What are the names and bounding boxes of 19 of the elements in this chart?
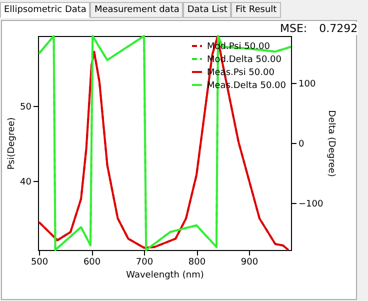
x-tick-label: 500 <box>30 258 48 268</box>
y-tick-label: 40 <box>20 177 32 188</box>
text: Ellipsometric Data <box>0 2 90 18</box>
text: Measurement data <box>90 2 184 18</box>
y2-tick-label: −100 <box>298 200 324 210</box>
text: 0.7292 <box>319 22 358 35</box>
x-tick-label: 700 <box>136 258 154 268</box>
text: MSE: <box>280 22 308 35</box>
y-axis-title: Psi(Degree) <box>7 117 18 170</box>
text: Data List <box>183 2 232 18</box>
x-tick-label: 900 <box>240 258 258 268</box>
text: Fit Result <box>231 2 281 18</box>
y2-tick-label: 0 <box>298 140 304 150</box>
x-tick-label: 600 <box>83 258 101 268</box>
x-axis-title: Wavelength (nm) <box>126 270 204 280</box>
y2-axis-title: Delta (Degree) <box>326 110 336 177</box>
x-tick-label: 800 <box>188 258 206 268</box>
y2-tick-label: 100 <box>298 79 316 90</box>
y-tick-label: 50 <box>20 102 32 112</box>
